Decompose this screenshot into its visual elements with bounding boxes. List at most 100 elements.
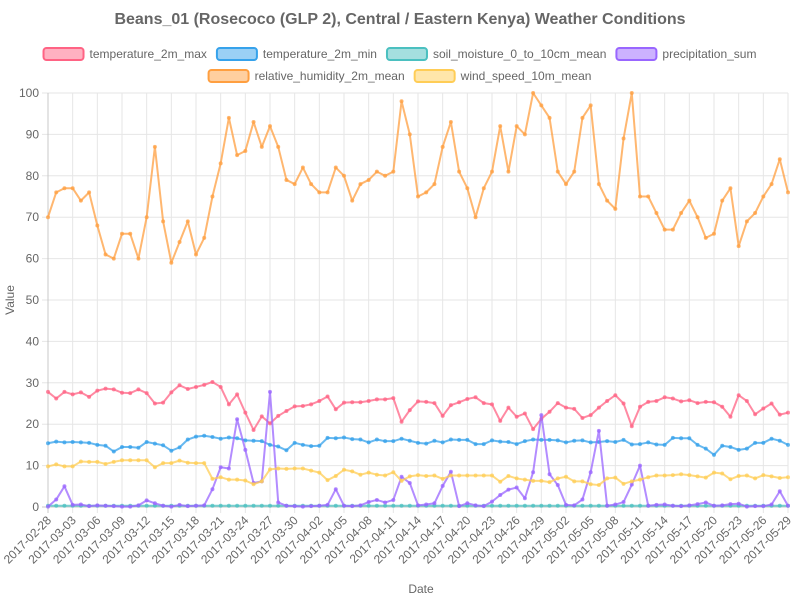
data-point [169,504,174,509]
y-tick-label: 10 [26,459,40,473]
data-point [268,421,272,426]
data-point [498,479,503,484]
y-tick-label: 70 [26,210,40,224]
data-point [440,144,445,149]
data-point [251,428,256,432]
data-point [531,470,536,475]
data-point [276,466,281,471]
data-point [424,473,429,478]
data-point [481,401,486,406]
data-point [128,231,133,236]
legend-item-temperature_2m_min: temperature_2m_min [215,47,377,61]
data-point [243,503,248,508]
data-point [111,387,116,392]
data-point [654,399,659,404]
data-point [202,235,207,240]
data-point [268,124,272,129]
data-point [481,186,486,191]
data-point [128,504,133,509]
data-point [761,406,766,411]
data-point [78,390,83,395]
data-point [736,244,741,249]
data-point [218,465,223,470]
data-point [695,474,700,479]
data-point [588,413,593,418]
data-point [152,144,157,149]
data-point [235,417,240,422]
data-point [695,215,700,220]
legend-item-wind_speed_10m_mean: wind_speed_10m_mean [413,69,591,83]
legend-item-precipitation_sum: precipitation_sum [615,47,756,61]
data-point [613,206,618,211]
data-point [687,198,692,203]
data-point [243,447,248,452]
data-point [424,190,429,195]
data-point [235,477,240,482]
data-point [572,503,577,508]
data-point [498,124,503,129]
data-point [152,401,157,406]
data-point [744,473,749,478]
chart-title: Beans_01 (Rosecoco (GLP 2), Central / Ea… [114,11,685,28]
data-point [712,400,716,405]
data-point [580,115,585,120]
data-point [194,503,198,508]
data-point [342,435,346,440]
data-point [358,437,363,442]
data-point [712,231,716,236]
data-point [177,445,182,450]
data-point [564,405,568,410]
data-point [703,500,708,505]
data-point [391,497,396,502]
data-point [514,485,519,490]
data-point [342,467,346,472]
data-point [744,399,749,404]
data-point [621,401,626,406]
data-point [317,399,322,404]
data-point [498,503,503,508]
data-point [210,487,215,492]
data-point [448,403,453,408]
data-point [210,379,215,384]
data-point [407,474,412,479]
data-point [621,437,626,442]
data-point [407,503,412,508]
data-point [753,440,758,445]
data-point [761,440,766,445]
data-point [613,502,618,507]
data-point [753,476,758,481]
data-point [522,132,527,137]
data-point [481,504,486,509]
data-point [78,459,83,464]
data-point [522,477,527,482]
data-point [473,503,478,508]
data-point [226,435,231,440]
data-point [276,500,281,505]
data-point [638,463,642,468]
series-layer [46,91,790,509]
y-axis-ticks: 0 10 20 30 40 50 60 70 80 90 100 [19,86,39,514]
data-point [120,504,124,509]
data-point [473,395,478,400]
data-point [243,148,248,153]
data-point [580,415,585,420]
data-point [638,503,642,508]
data-point [342,173,346,178]
data-point [712,470,716,475]
data-point [490,473,494,478]
data-point [432,182,437,187]
data-point [662,227,667,232]
data-point [128,444,133,449]
data-point [300,165,305,170]
data-point [54,190,59,195]
data-point [300,504,305,509]
data-point [481,442,486,447]
data-point [440,476,445,481]
data-point [333,165,338,170]
data-point [596,405,601,410]
data-point [605,476,610,481]
data-point [235,153,240,158]
data-point [268,442,272,447]
data-point [202,461,207,466]
